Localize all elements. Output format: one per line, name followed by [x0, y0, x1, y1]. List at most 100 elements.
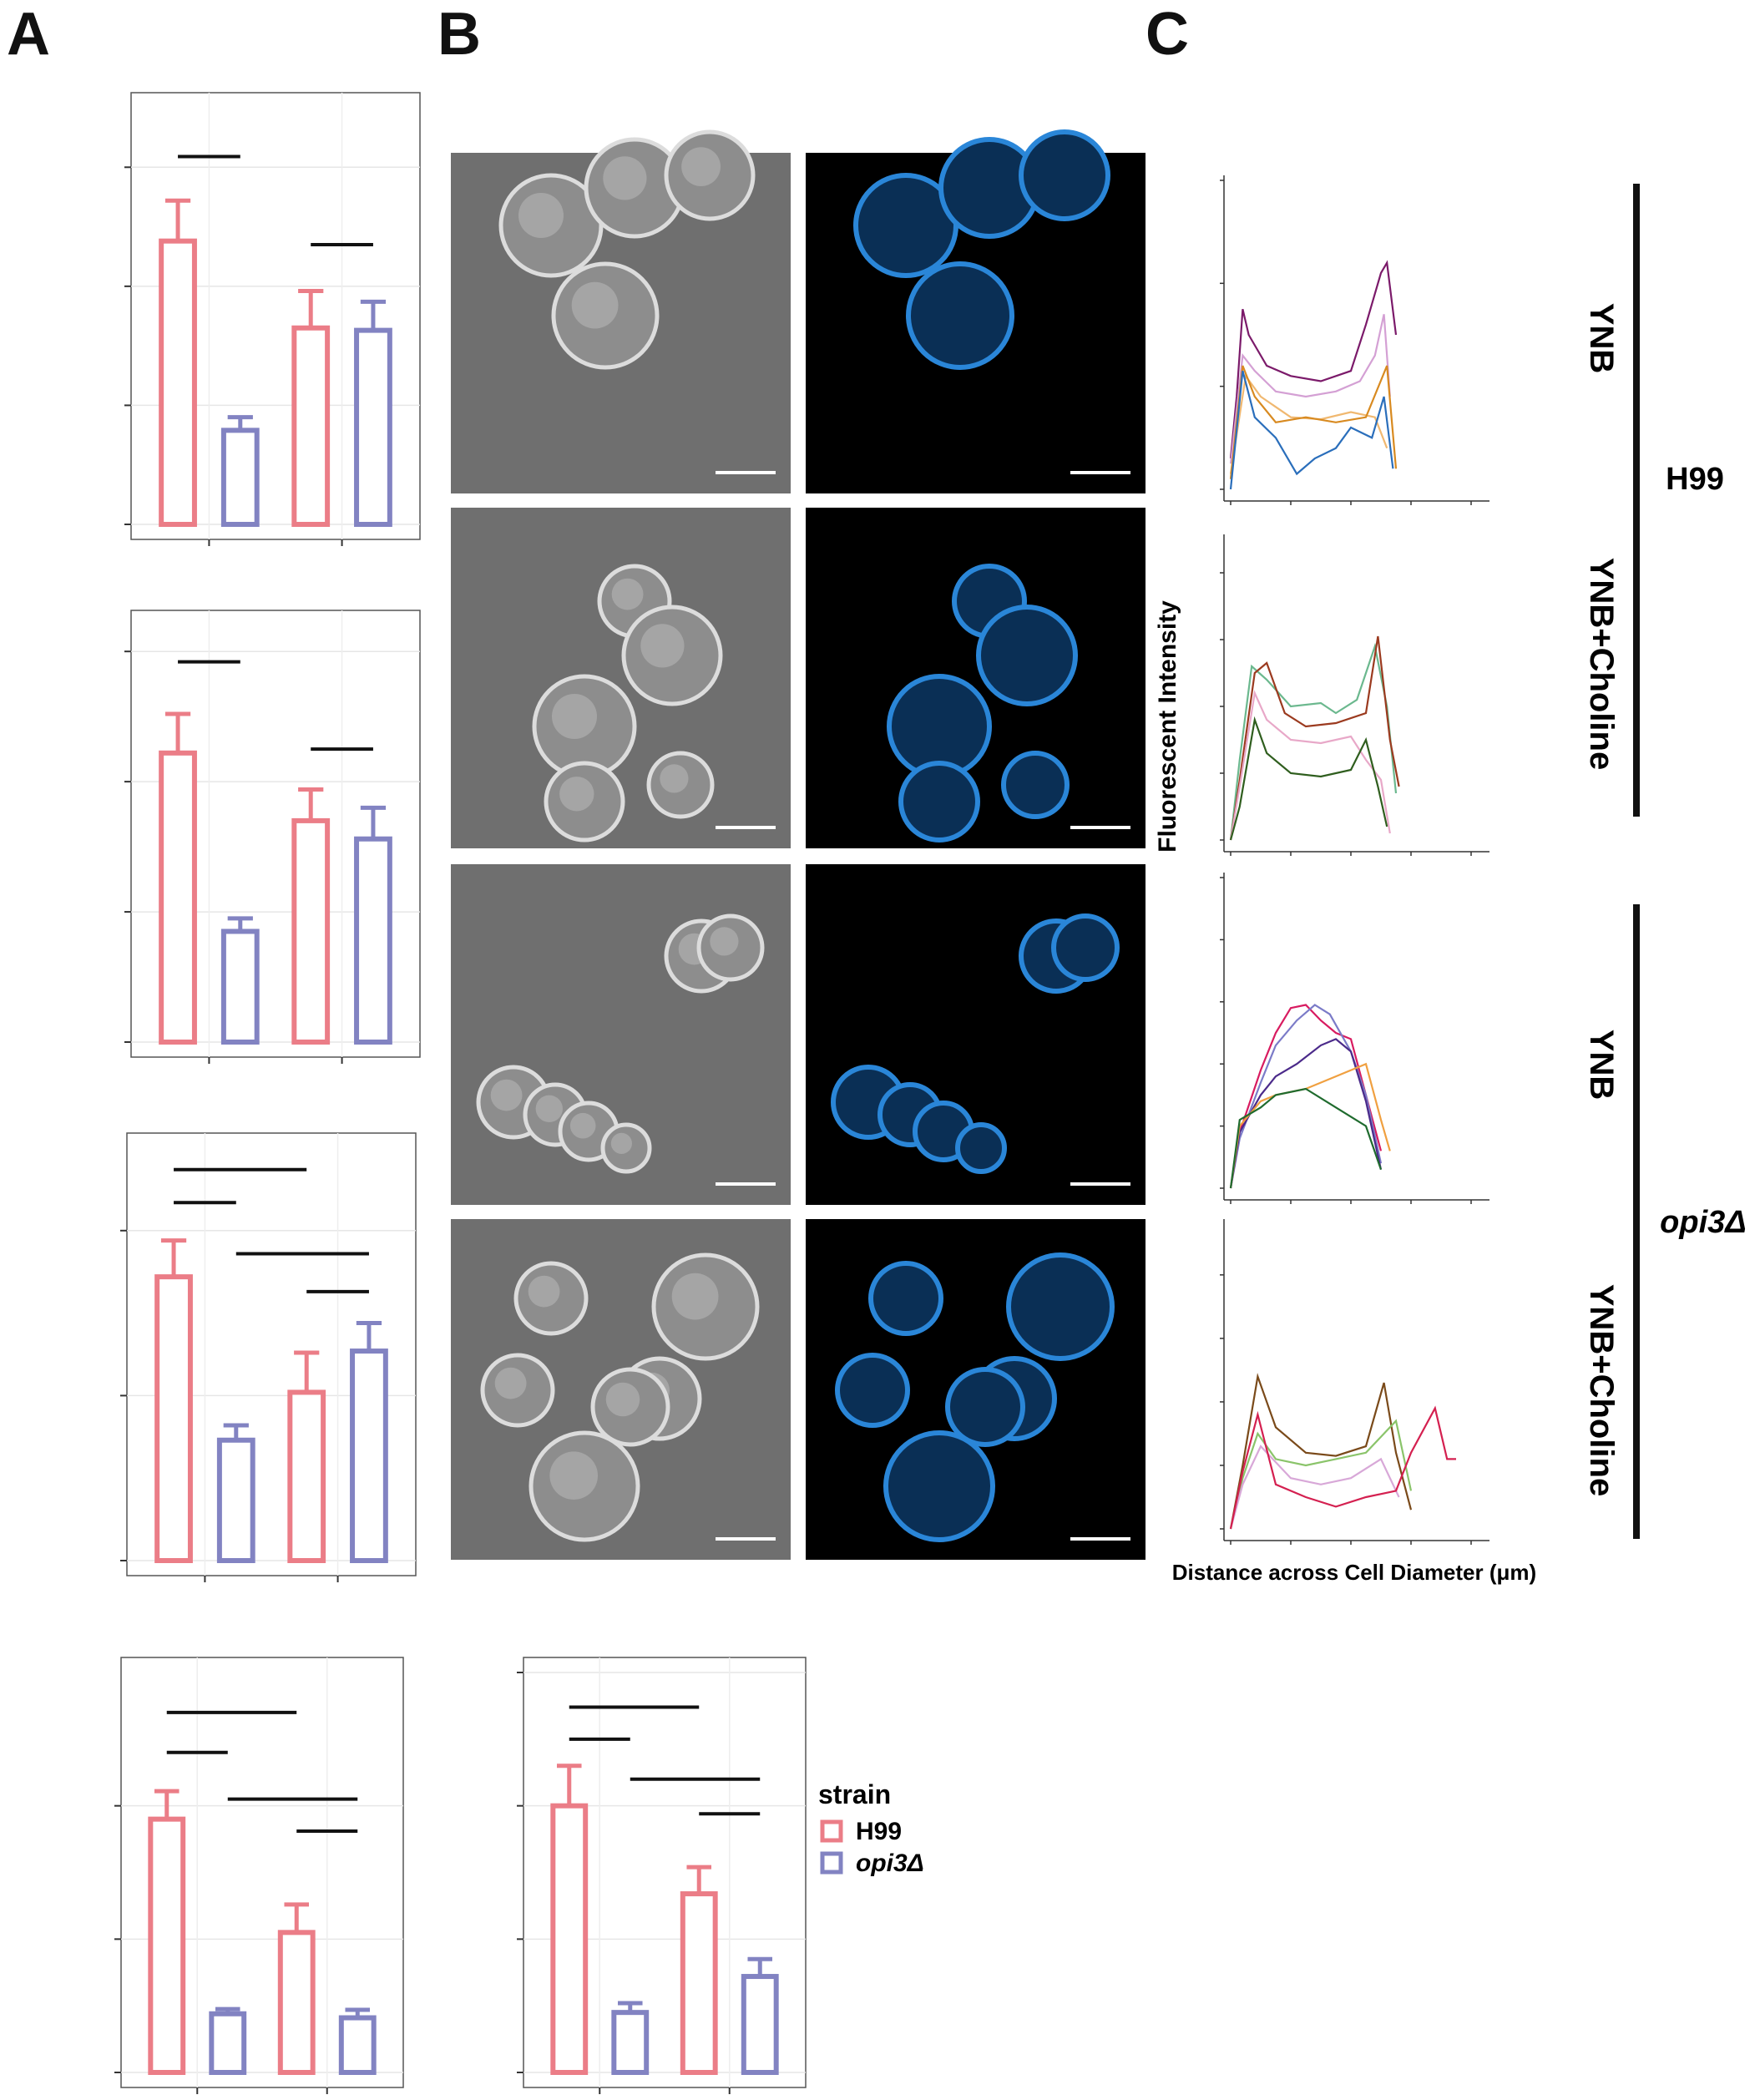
cell-highlight — [610, 1132, 633, 1154]
cell-highlight — [660, 764, 689, 793]
bar-chart-pe — [124, 610, 421, 1064]
bar — [277, 1930, 316, 2076]
bar-charts — [114, 92, 807, 2094]
cell — [906, 261, 1014, 370]
bar — [159, 750, 197, 1045]
cell-highlight — [640, 624, 685, 668]
dic-image — [451, 508, 791, 848]
bar — [611, 2010, 650, 2075]
bar — [220, 929, 260, 1045]
cell-highlight — [571, 281, 619, 329]
cell — [868, 1261, 943, 1336]
cell-highlight — [681, 147, 721, 187]
cell-highlight — [528, 1275, 560, 1308]
opi3-bracket — [1633, 904, 1640, 1539]
bar — [741, 1974, 779, 2076]
microscopy-grid — [451, 129, 1146, 1560]
profile-line — [1229, 635, 1400, 841]
bar — [216, 1437, 255, 1563]
bar-chart-ps — [120, 1132, 417, 1582]
bar — [291, 817, 331, 1045]
strain-label-opi3: opi3Δ — [1660, 1205, 1747, 1240]
profile-line — [1229, 1405, 1456, 1530]
dic-image — [451, 129, 791, 493]
profile-line — [1229, 642, 1398, 841]
profile-line — [1229, 1004, 1383, 1189]
profile-line — [1229, 1445, 1400, 1530]
intensity-profiles — [1220, 175, 1489, 1545]
condition-label-opi3-choline: YNB+Choline — [1583, 1284, 1620, 1496]
cell — [835, 1353, 910, 1428]
bar — [287, 1389, 326, 1563]
cell-highlight — [605, 1382, 640, 1417]
cell-highlight — [671, 1273, 719, 1320]
panel-label-c: C — [1146, 1, 1189, 68]
cell-highlight — [710, 927, 739, 956]
bar — [550, 1803, 589, 2076]
bar — [680, 1891, 718, 2075]
bar — [148, 1816, 186, 2075]
fillipin-image — [806, 129, 1146, 493]
legend-swatch-opi3 — [820, 1851, 843, 1875]
dic-image — [451, 1219, 791, 1560]
fillipin-image — [806, 1219, 1146, 1560]
bar-chart-pc — [124, 92, 421, 546]
condition-label-opi3-ynb: YNB — [1583, 1030, 1620, 1100]
bar — [154, 1274, 193, 1564]
bar-chart-pa — [114, 1657, 404, 2094]
profile-line — [1229, 1419, 1413, 1530]
cell-highlight — [611, 578, 644, 610]
bar-chart-pg — [517, 1657, 807, 2094]
dic-image — [451, 864, 791, 1205]
profile-line — [1229, 1038, 1383, 1189]
profile-line — [1229, 1087, 1383, 1189]
profile-line — [1229, 716, 1388, 841]
cell — [898, 761, 980, 843]
profile-line — [1229, 365, 1398, 479]
bar — [338, 2015, 377, 2075]
cell-highlight — [535, 1095, 563, 1123]
profile-line — [1229, 1004, 1383, 1189]
cell-highlight — [490, 1079, 523, 1111]
profile-line — [1229, 370, 1394, 490]
cell-highlight — [603, 156, 647, 200]
fillipin-image — [806, 508, 1146, 848]
profile-line — [1229, 373, 1388, 474]
legend-label-opi3: opi3Δ — [856, 1850, 924, 1877]
profile-line — [1229, 1373, 1413, 1530]
cell — [976, 605, 1078, 706]
bar — [291, 325, 331, 527]
bar — [209, 2011, 247, 2075]
cell-highlight — [494, 1367, 527, 1399]
cell-highlight — [569, 1112, 596, 1139]
panel-label-b: B — [437, 1, 481, 68]
strain-legend: strain H99 opi3Δ — [818, 1779, 924, 1877]
profile-chart — [1220, 175, 1489, 505]
cell — [1001, 751, 1070, 819]
profile-chart — [1220, 1219, 1489, 1545]
legend-label-h99: H99 — [856, 1818, 902, 1845]
bar — [350, 1349, 388, 1563]
cell — [1051, 913, 1120, 982]
profile-line — [1229, 260, 1398, 459]
bar — [354, 327, 392, 528]
profile-chart — [1220, 534, 1489, 856]
cell-highlight — [552, 694, 597, 739]
legend-title: strain — [818, 1779, 891, 1809]
condition-label-h99-choline: YNB+Choline — [1583, 558, 1620, 770]
cell — [883, 1430, 995, 1542]
cell-highlight — [559, 777, 594, 812]
cell — [945, 1367, 1025, 1447]
profile-x-title: Distance across Cell Diameter (μm) — [1172, 1560, 1536, 1585]
cell-highlight — [549, 1451, 598, 1500]
profile-chart — [1220, 873, 1489, 1204]
panel-label-a: A — [7, 1, 50, 68]
profile-y-title: Fluorescent Intensity — [1154, 600, 1181, 853]
bar — [220, 428, 260, 528]
cell — [955, 1122, 1007, 1174]
profile-annotations: Fluorescent Intensity Distance across Ce… — [1154, 184, 1747, 1585]
microscopy-panel — [451, 129, 1146, 1560]
bar — [159, 238, 197, 527]
fillipin-image — [806, 864, 1146, 1205]
